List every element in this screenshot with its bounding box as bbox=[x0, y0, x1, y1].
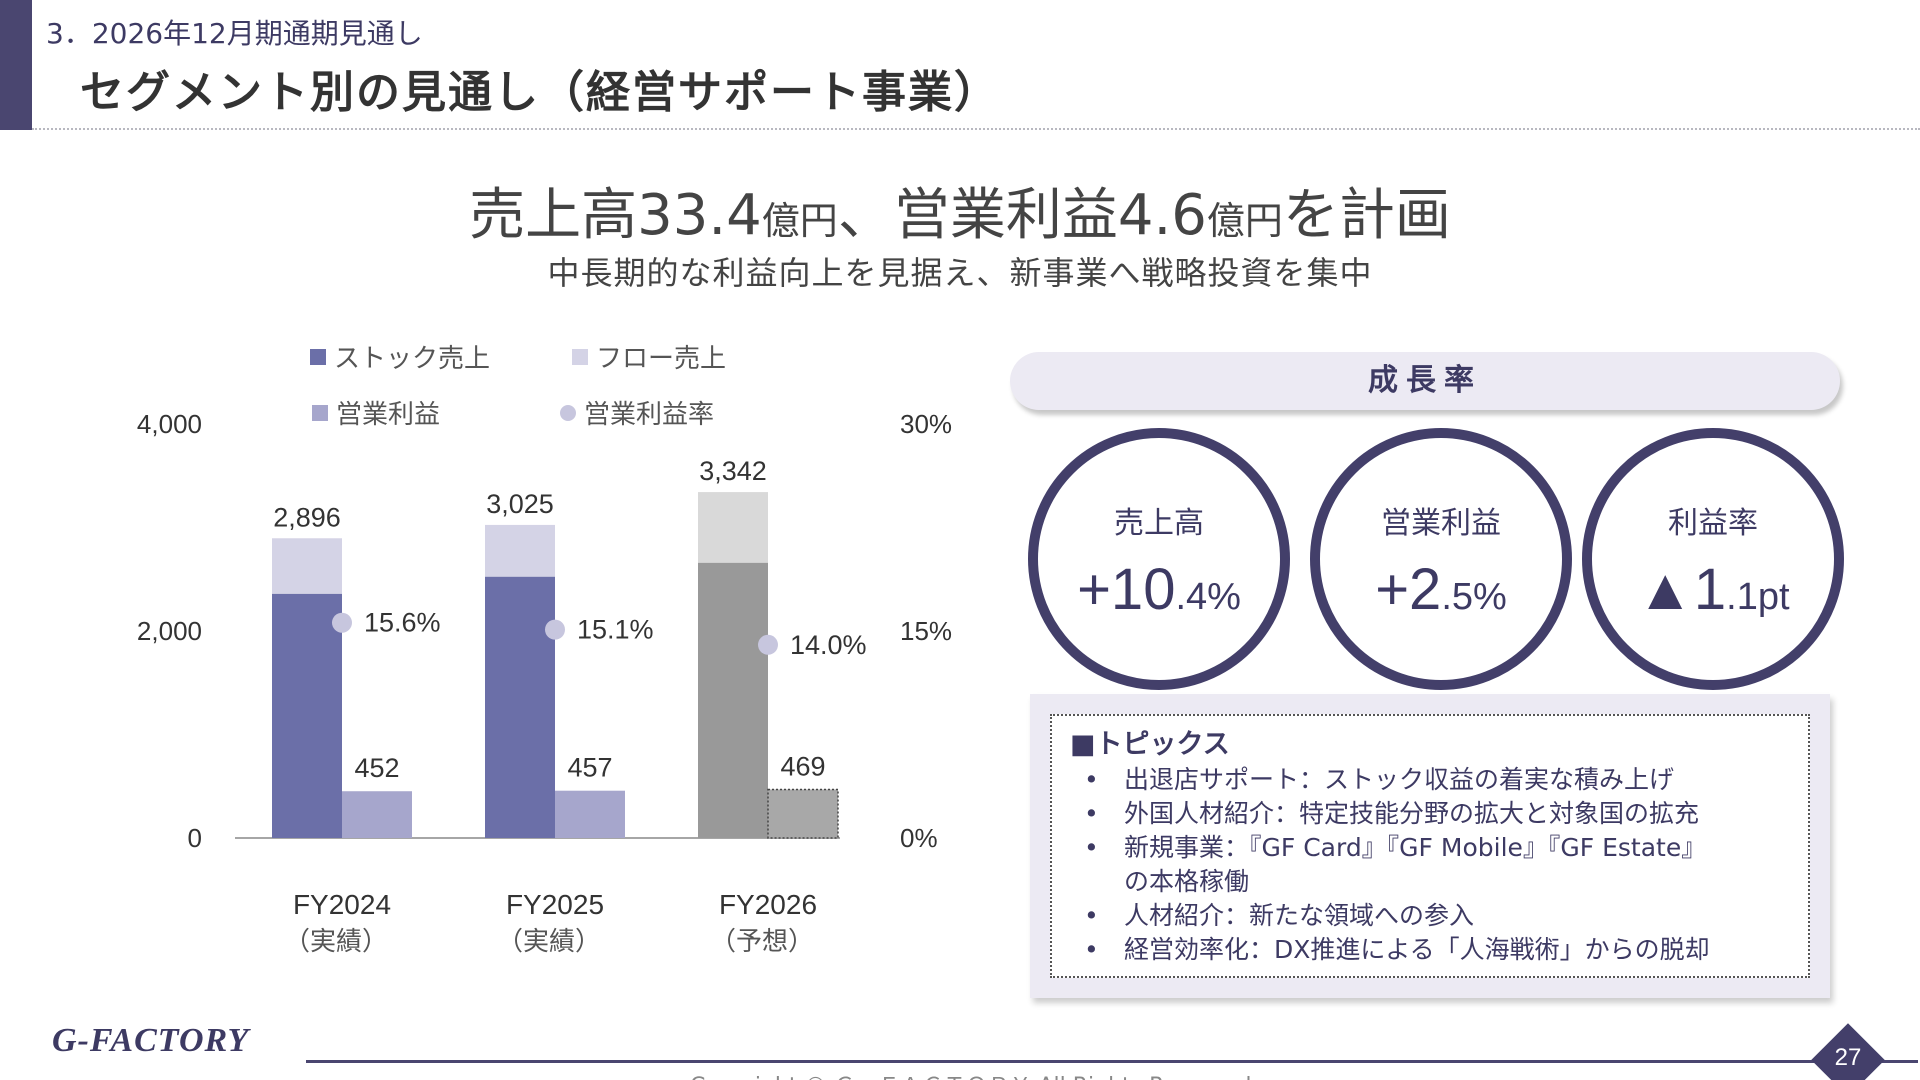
margin-point bbox=[332, 612, 352, 633]
bar-op-profit-label: 469 bbox=[780, 751, 825, 781]
headline-plan: を計画 bbox=[1282, 183, 1451, 248]
bar-op-profit-label: 452 bbox=[354, 753, 399, 783]
y2-tick-label: 30% bbox=[900, 409, 952, 439]
growth-circle-op-profit: 営業利益 +2.5% bbox=[1310, 428, 1572, 690]
bar-stock-sales bbox=[698, 562, 768, 838]
legend-swatch-op-profit bbox=[312, 404, 328, 421]
legend-stock: ストック売上 bbox=[310, 338, 490, 375]
topics-card: ■トピックス 出退店サポート：ストック収益の着実な積み上げ 外国人材紹介：特定技… bbox=[1030, 694, 1830, 998]
margin-point bbox=[545, 619, 565, 640]
growth-value: +10.4% bbox=[1077, 557, 1241, 622]
section-label: 3．2026年12月期通期見通し bbox=[46, 17, 423, 50]
topic-item: 出退店サポート：ストック収益の着実な積み上げ bbox=[1070, 763, 1790, 797]
bar-stock-sales bbox=[272, 593, 342, 838]
headline-unit: 億円 bbox=[1206, 199, 1283, 243]
x-category-label: FY2024 bbox=[293, 889, 391, 920]
x-category-label: FY2026 bbox=[719, 889, 817, 920]
slide-title: セグメント別の見通し（経営サポート事業） bbox=[80, 67, 1000, 118]
legend-label: 営業利益率 bbox=[584, 400, 715, 430]
bar-op-profit bbox=[342, 791, 412, 838]
segment-chart: 0 2,000 4,000 0% 15% 30% 2,896 452 15.6% FY2024 （実… bbox=[137, 409, 952, 957]
bar-op-profit bbox=[767, 788, 839, 839]
topics-box: ■トピックス 出退店サポート：ストック収益の着実な積み上げ 外国人材紹介：特定技… bbox=[1050, 714, 1810, 978]
bar-flow-sales bbox=[272, 538, 342, 594]
headline: 売上高33.4億円、営業利益4.6億円を計画 bbox=[0, 170, 1920, 251]
bar-flow-sales bbox=[698, 492, 768, 563]
title-divider bbox=[32, 128, 1920, 130]
bar-total-label: 3,342 bbox=[699, 456, 767, 486]
margin-label: 15.1% bbox=[577, 615, 654, 645]
x-category-sublabel: （実績） bbox=[284, 927, 388, 957]
bar-op-profit-label: 457 bbox=[567, 753, 612, 783]
legend-swatch-stock bbox=[310, 348, 326, 365]
y-tick-label: 0 bbox=[188, 823, 202, 853]
bar-total-label: 2,896 bbox=[273, 502, 341, 532]
legend-label: ストック売上 bbox=[334, 344, 491, 374]
headline-sales: 売上高33.4 bbox=[469, 183, 762, 248]
x-category-label: FY2025 bbox=[506, 889, 604, 920]
y2-tick-label: 0% bbox=[900, 823, 938, 853]
bar-total-label: 3,025 bbox=[486, 489, 554, 519]
topic-item: 人材紹介：新たな領域への参入 bbox=[1070, 899, 1790, 933]
topic-item: 経営効率化：DX推進による「人海戦術」からの脱却 bbox=[1070, 933, 1790, 967]
legend-swatch-flow bbox=[572, 348, 588, 365]
x-category-sublabel: （予想） bbox=[710, 927, 814, 957]
legend-label: 営業利益 bbox=[336, 400, 441, 430]
bar-flow-sales bbox=[485, 524, 555, 577]
legend-swatch-op-margin bbox=[560, 404, 576, 421]
growth-label: 利益率 bbox=[1668, 506, 1758, 541]
growth-circle-sales: 売上高 +10.4% bbox=[1028, 428, 1290, 690]
header-accent-bar bbox=[0, 0, 32, 130]
growth-value: +2.5% bbox=[1375, 557, 1507, 622]
topics-list: 出退店サポート：ストック収益の着実な積み上げ 外国人材紹介：特定技能分野の拡大と… bbox=[1070, 763, 1790, 967]
margin-label: 14.0% bbox=[790, 630, 867, 660]
topic-item: 新規事業：『GF Card』『GF Mobile』『GF Estate』 bbox=[1070, 831, 1790, 865]
y-tick-label: 4,000 bbox=[137, 409, 202, 439]
copyright-text: Copyright © Ｇ－ＦＡＣＴＯＲＹ All Rights Reserve… bbox=[690, 1068, 1259, 1080]
topics-title: ■トピックス bbox=[1070, 729, 1230, 760]
growth-circle-margin: 利益率 ▲1.1pt bbox=[1582, 428, 1844, 690]
y-tick-label: 2,000 bbox=[137, 616, 202, 646]
topic-item: 外国人材紹介：特定技能分野の拡大と対象国の拡充 bbox=[1070, 797, 1790, 831]
bar-op-profit bbox=[555, 790, 625, 838]
y2-tick-label: 15% bbox=[900, 616, 952, 646]
margin-point bbox=[758, 634, 778, 655]
legend-flow: フロー売上 bbox=[572, 338, 726, 375]
growth-label: 売上高 bbox=[1114, 506, 1204, 541]
margin-label: 15.6% bbox=[364, 608, 441, 638]
headline-unit: 億円 bbox=[761, 199, 838, 243]
legend-op-profit: 営業利益 bbox=[312, 394, 440, 431]
legend-op-margin: 営業利益率 bbox=[560, 394, 714, 431]
headline-subtitle: 中長期的な利益向上を見据え、新事業へ戦略投資を集中 bbox=[547, 254, 1373, 292]
growth-rate-header: 成長率 bbox=[1010, 352, 1840, 410]
growth-label: 営業利益 bbox=[1381, 506, 1501, 541]
page-number: 27 bbox=[1834, 1044, 1862, 1071]
legend-label: フロー売上 bbox=[596, 344, 727, 374]
company-logo: G-FACTORY bbox=[52, 1022, 250, 1059]
topic-item-continuation: の本格稼働 bbox=[1124, 867, 1250, 896]
x-category-sublabel: （実績） bbox=[497, 927, 601, 957]
growth-value: ▲1.1pt bbox=[1636, 557, 1790, 622]
headline-profit: 、営業利益4.6 bbox=[837, 183, 1207, 248]
bar-stock-sales bbox=[485, 576, 555, 838]
footer-rule bbox=[306, 1060, 1918, 1063]
